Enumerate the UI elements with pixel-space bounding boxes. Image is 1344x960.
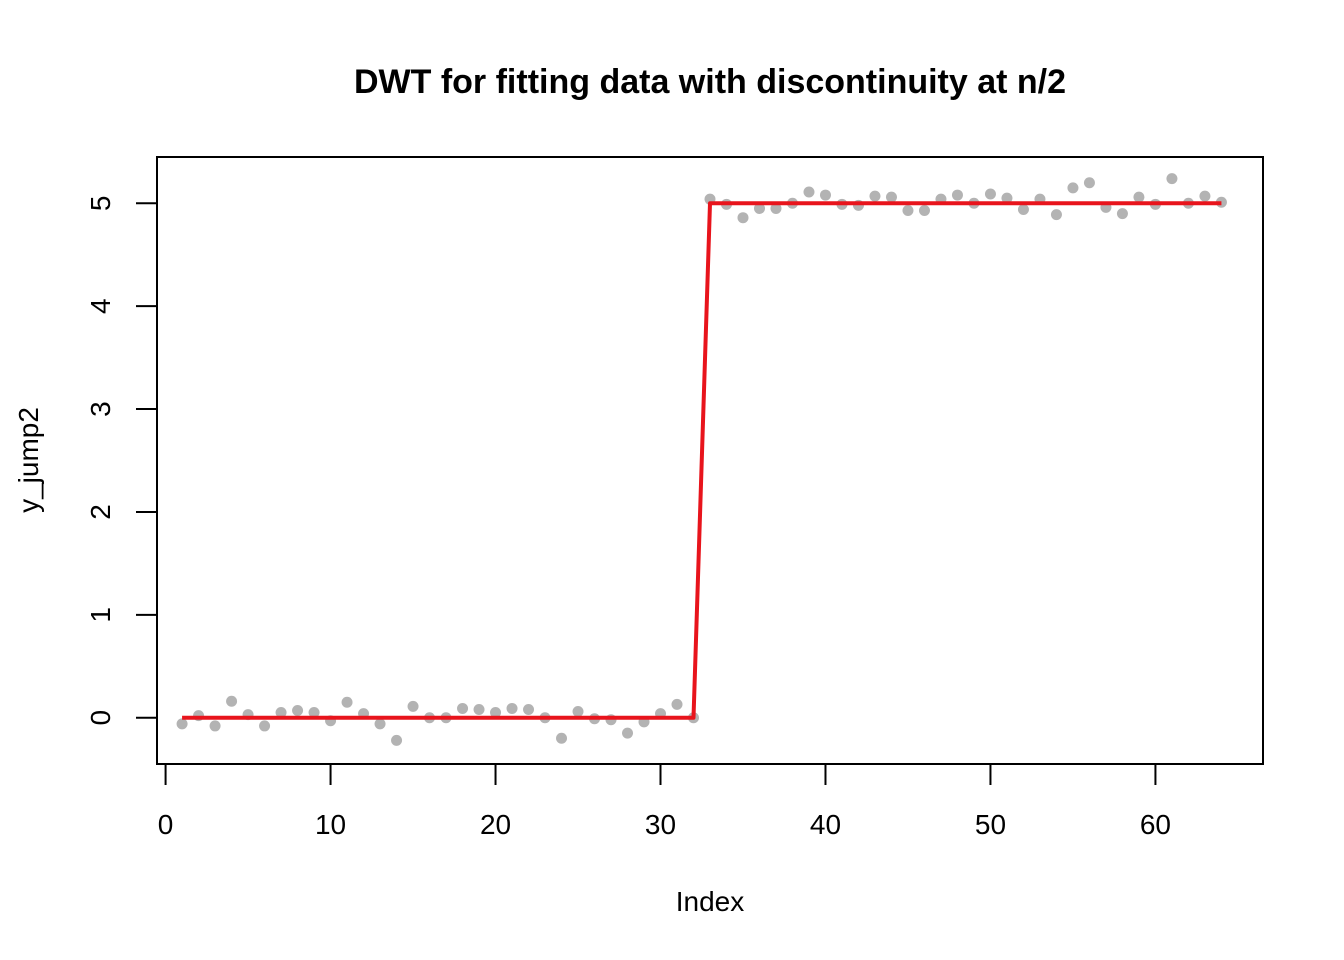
x-tick-label: 50	[975, 809, 1006, 840]
data-point	[1166, 173, 1178, 185]
x-axis: 0 10 20 30 40 50 60	[158, 763, 1171, 840]
data-point	[770, 202, 782, 214]
y-tick-label: 4	[85, 298, 116, 314]
x-tick-label: 30	[645, 809, 676, 840]
y-tick-label: 0	[85, 710, 116, 726]
y-tick-label: 3	[85, 401, 116, 417]
data-point	[1017, 203, 1029, 215]
data-point	[984, 188, 996, 200]
data-point	[275, 707, 287, 719]
y-tick-label: 5	[85, 196, 116, 212]
data-point	[1067, 182, 1079, 194]
data-point	[391, 734, 403, 746]
data-point	[951, 189, 963, 201]
data-point	[523, 703, 535, 715]
data-point	[918, 204, 930, 216]
x-tick-label: 10	[315, 809, 346, 840]
data-point	[737, 212, 749, 224]
data-point	[506, 702, 518, 714]
y-axis-label: y_jump2	[13, 407, 44, 513]
data-point	[572, 706, 584, 718]
y-axis: 0 1 2 3 4 5	[85, 196, 158, 726]
data-point	[869, 190, 881, 202]
fit-line-group	[182, 201, 1222, 720]
x-tick-label: 40	[810, 809, 841, 840]
data-point	[176, 718, 188, 730]
data-point	[259, 720, 271, 732]
data-point	[1133, 191, 1145, 203]
data-point	[1199, 190, 1211, 202]
data-point	[407, 700, 419, 712]
data-point	[292, 705, 304, 717]
y-tick-label: 1	[85, 607, 116, 623]
data-point	[1116, 208, 1128, 220]
data-point	[226, 695, 238, 707]
data-point	[490, 707, 502, 719]
data-point	[819, 189, 831, 201]
data-point	[457, 702, 469, 714]
data-point	[374, 718, 386, 730]
data-point	[1083, 177, 1095, 189]
chart-title: DWT for fitting data with discontinuity …	[354, 63, 1066, 101]
data-point	[885, 191, 897, 203]
data-point	[209, 720, 221, 732]
data-point	[1050, 209, 1062, 221]
data-point	[622, 727, 634, 739]
x-tick-label: 20	[480, 809, 511, 840]
data-point	[803, 186, 815, 198]
data-point	[1001, 192, 1013, 204]
data-point	[341, 696, 353, 708]
data-point	[902, 204, 914, 216]
data-point	[753, 202, 765, 214]
data-point	[671, 698, 683, 710]
x-axis-label: Index	[676, 886, 745, 917]
data-point	[473, 703, 485, 715]
x-tick-label: 0	[158, 809, 174, 840]
fit-line	[182, 201, 1222, 720]
data-point	[308, 707, 320, 719]
y-tick-label: 2	[85, 504, 116, 520]
x-tick-label: 60	[1140, 809, 1171, 840]
data-point	[556, 732, 568, 744]
